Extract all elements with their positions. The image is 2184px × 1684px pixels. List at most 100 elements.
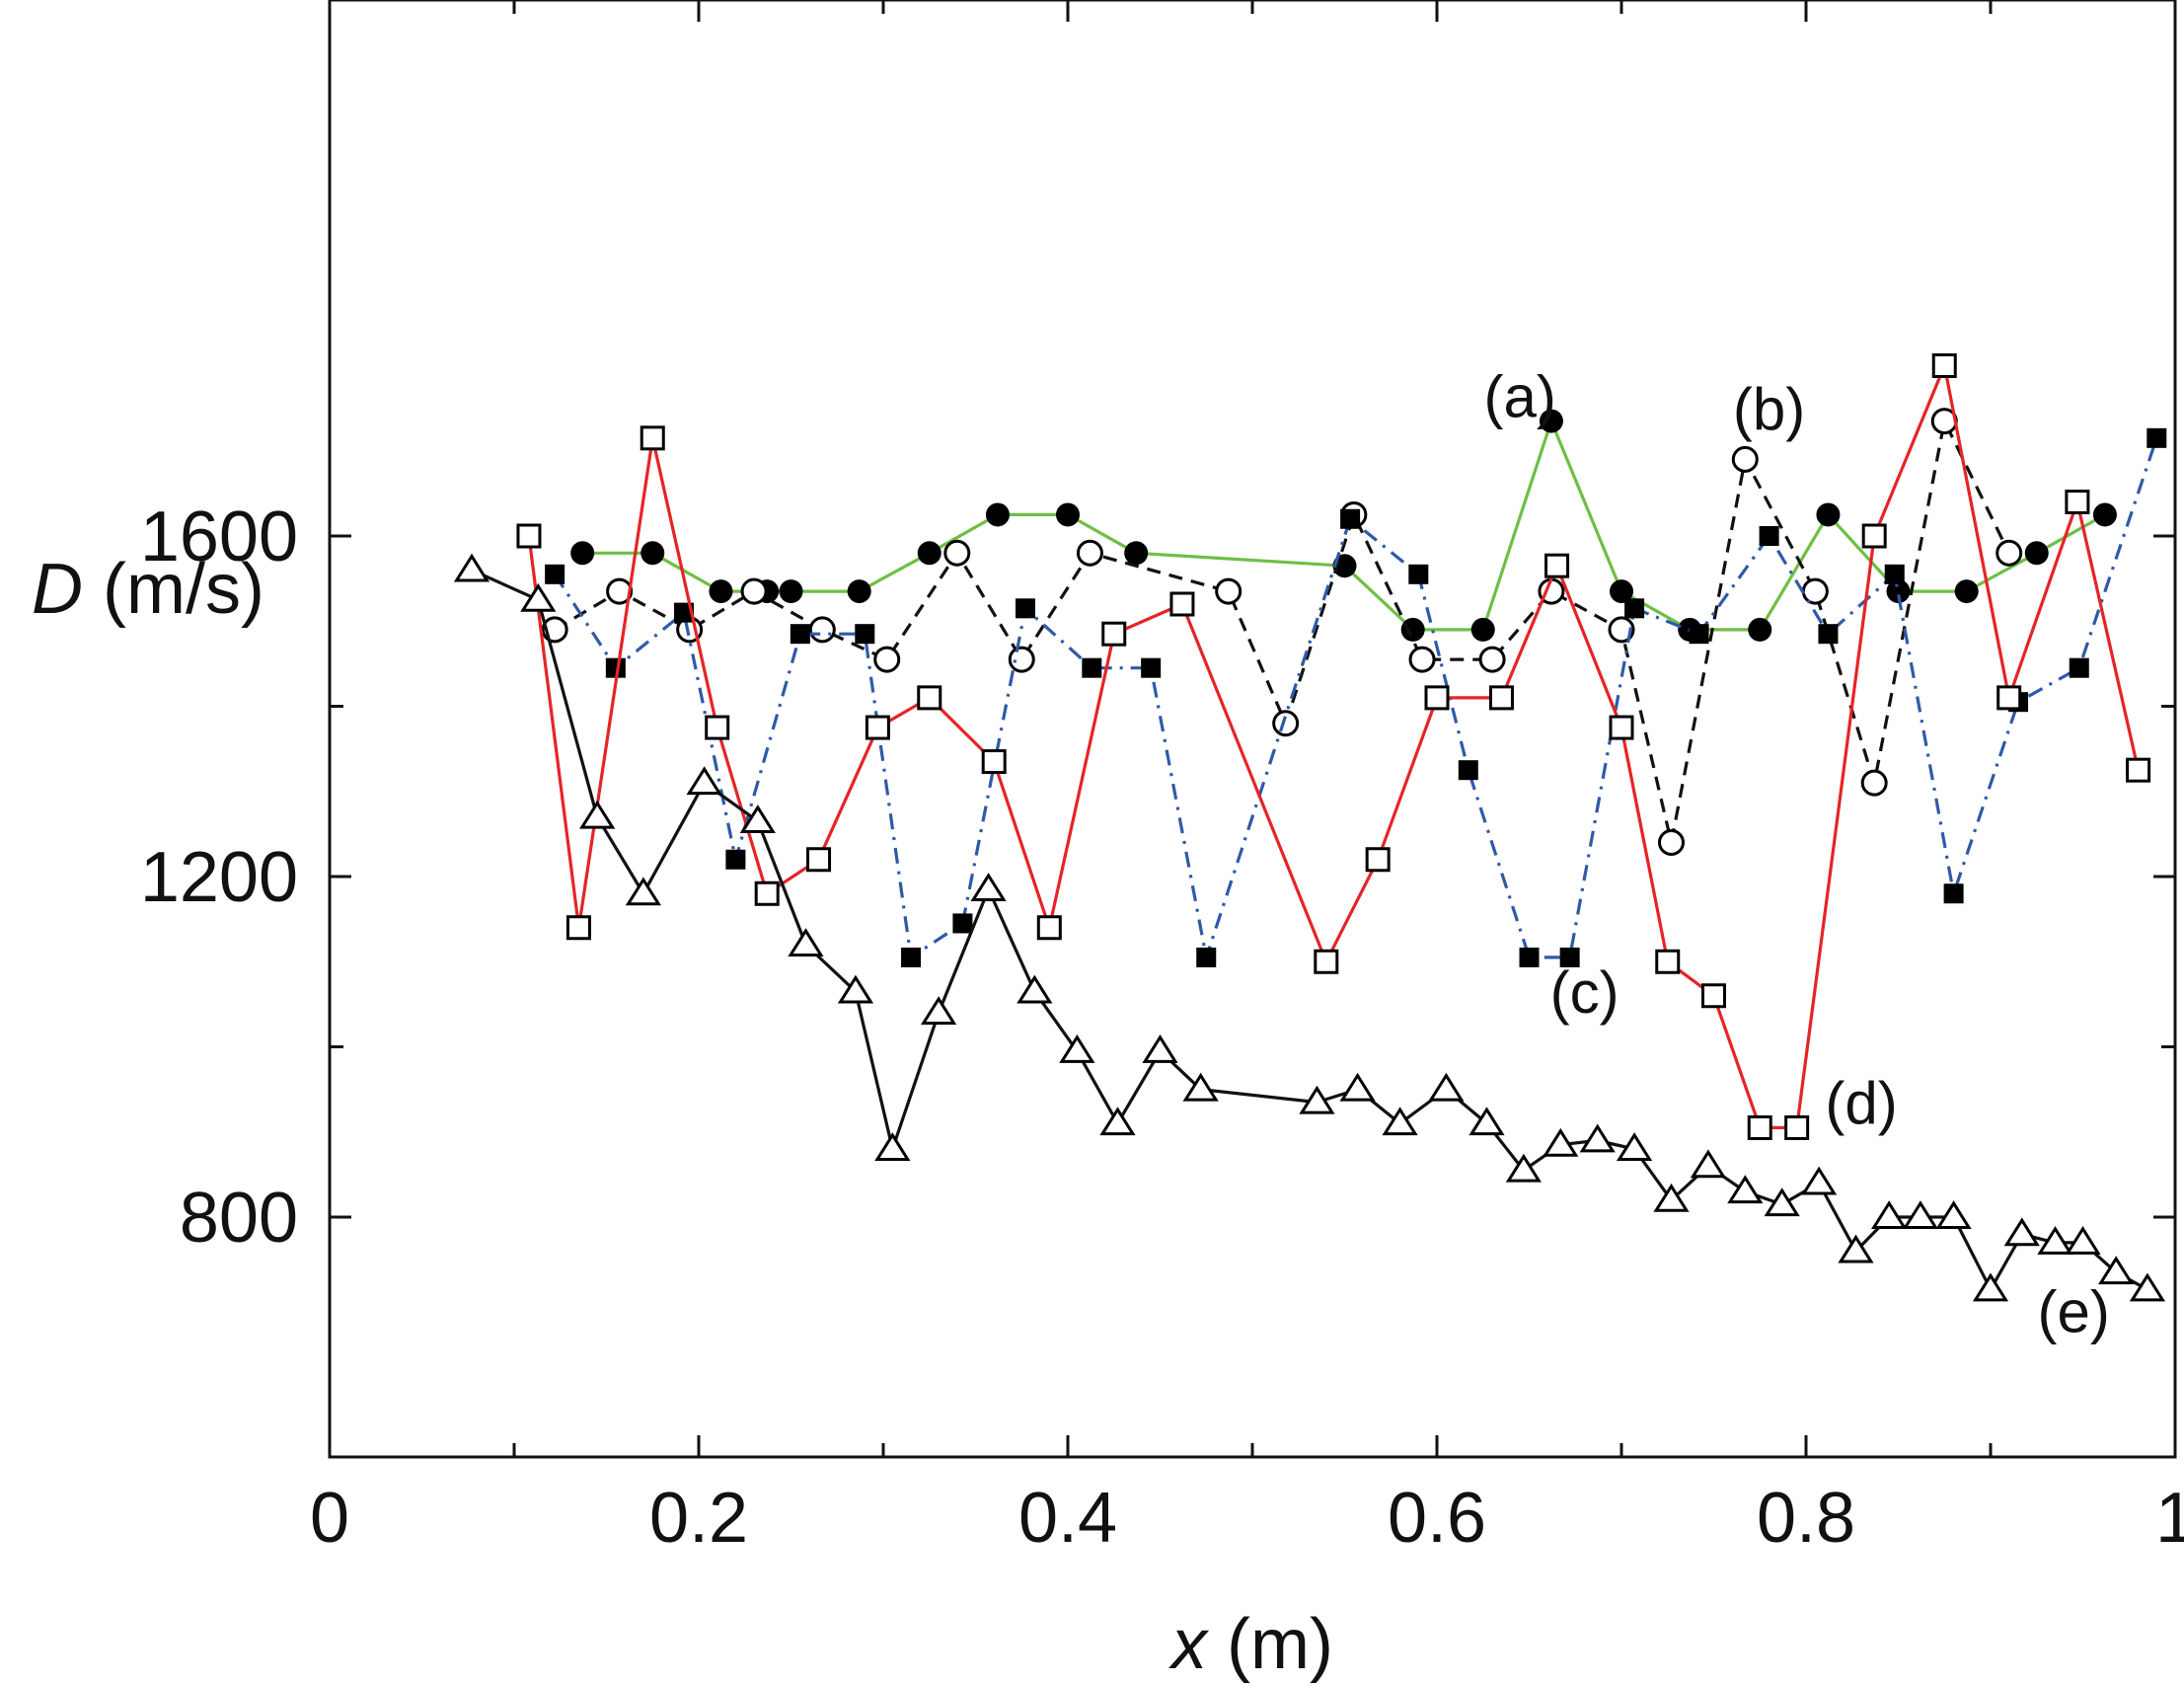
data-point xyxy=(1332,554,1357,578)
data-point xyxy=(1082,657,1102,678)
data-point xyxy=(1142,1033,1178,1063)
data-point xyxy=(1748,617,1772,642)
data-point xyxy=(806,847,832,873)
data-point xyxy=(1871,1200,1908,1229)
data-point xyxy=(1655,949,1681,974)
data-point xyxy=(1996,685,2022,711)
data-point xyxy=(917,541,941,566)
data-point xyxy=(873,646,901,673)
data-point xyxy=(1609,715,1634,740)
data-point xyxy=(1559,947,1580,967)
data-point xyxy=(1056,502,1080,527)
data-point xyxy=(516,523,542,549)
series-e xyxy=(453,553,2166,1302)
data-point xyxy=(1747,1114,1772,1140)
x-tick-label: 0.2 xyxy=(649,1479,748,1558)
data-point xyxy=(2126,757,2151,783)
data-point xyxy=(952,913,973,934)
y-tick-label: 1600 xyxy=(140,498,298,576)
data-point xyxy=(1935,1200,1972,1229)
x-axis-unit: (m) xyxy=(1207,1605,1333,1684)
data-point xyxy=(865,715,890,740)
data-point xyxy=(1382,1107,1418,1136)
data-point xyxy=(625,877,662,906)
data-point xyxy=(570,541,595,566)
data-point xyxy=(1543,1127,1579,1157)
data-point xyxy=(2065,1226,2101,1255)
data-point xyxy=(1608,616,1635,644)
data-point xyxy=(920,996,957,1025)
data-point xyxy=(1124,541,1149,566)
data-point xyxy=(790,624,810,645)
annotations: (a) (b) (c) (d) (e) xyxy=(1483,363,2109,1344)
data-point xyxy=(606,577,634,605)
axis-ticks: 0 0.2 0.4 0.6 0.8 1 800 1200 1600 xyxy=(140,0,2184,1558)
data-point xyxy=(1801,577,1829,605)
data-point xyxy=(640,541,665,566)
data-point xyxy=(1272,710,1300,737)
data-point xyxy=(1488,685,1514,711)
data-point xyxy=(847,579,871,604)
data-point xyxy=(1861,523,1887,549)
data-point xyxy=(855,624,875,645)
data-point xyxy=(2024,541,2049,566)
data-point xyxy=(520,582,557,612)
y-tick-label: 800 xyxy=(180,1179,298,1258)
data-point xyxy=(1196,947,1217,967)
x-axis-symbol: x xyxy=(1168,1605,1210,1684)
data-point xyxy=(837,974,874,1004)
data-point xyxy=(1470,617,1495,642)
data-point xyxy=(1036,915,1062,941)
data-point xyxy=(1972,1272,2009,1302)
data-point xyxy=(1458,760,1478,781)
series-annotation: (e) xyxy=(2037,1278,2109,1344)
data-point xyxy=(1340,508,1361,529)
data-point xyxy=(1764,1187,1800,1217)
data-point xyxy=(754,880,780,906)
series-d xyxy=(516,353,2151,1140)
data-point xyxy=(788,928,824,957)
data-point xyxy=(1101,621,1127,647)
x-tick-label: 0.8 xyxy=(1757,1479,1855,1558)
data-point xyxy=(1689,624,1709,645)
plot-frame xyxy=(328,0,2177,1459)
y-tick-label: 1200 xyxy=(140,838,298,917)
data-point xyxy=(874,1132,911,1161)
y-axis-symbol: D xyxy=(32,550,83,629)
data-point xyxy=(1579,1123,1616,1153)
data-point xyxy=(1299,1085,1335,1114)
data-point xyxy=(1408,564,1429,584)
x-tick-label: 1 xyxy=(2155,1479,2184,1558)
data-point xyxy=(1860,769,1888,797)
data-point xyxy=(1141,657,1162,678)
data-point xyxy=(1759,526,1779,546)
data-point xyxy=(1731,445,1759,473)
x-tick-label: 0.6 xyxy=(1388,1479,1486,1558)
data-point xyxy=(1653,1183,1690,1212)
data-point xyxy=(640,425,665,451)
data-point xyxy=(1818,624,1839,645)
x-tick-label: 0 xyxy=(310,1479,349,1558)
data-point xyxy=(1182,1072,1219,1102)
data-point xyxy=(2098,1256,2135,1285)
data-point xyxy=(1076,539,1103,567)
data-point xyxy=(1816,502,1841,527)
data-point xyxy=(1008,646,1035,673)
y-axis-unit: (m/s) xyxy=(83,550,264,629)
data-point xyxy=(1884,564,1905,584)
data-point xyxy=(1886,579,1911,604)
data-point xyxy=(686,766,722,796)
data-point xyxy=(2037,1226,2073,1255)
data-point xyxy=(1314,949,1339,974)
x-tick-label: 0.4 xyxy=(1018,1479,1117,1558)
data-point xyxy=(565,915,591,941)
data-point xyxy=(1365,847,1391,873)
data-point xyxy=(779,579,803,604)
data-point xyxy=(1624,598,1645,619)
data-point xyxy=(1838,1234,1874,1263)
data-point xyxy=(709,579,733,604)
data-point xyxy=(453,553,490,582)
data-point xyxy=(1169,591,1195,617)
data-point xyxy=(605,657,626,678)
